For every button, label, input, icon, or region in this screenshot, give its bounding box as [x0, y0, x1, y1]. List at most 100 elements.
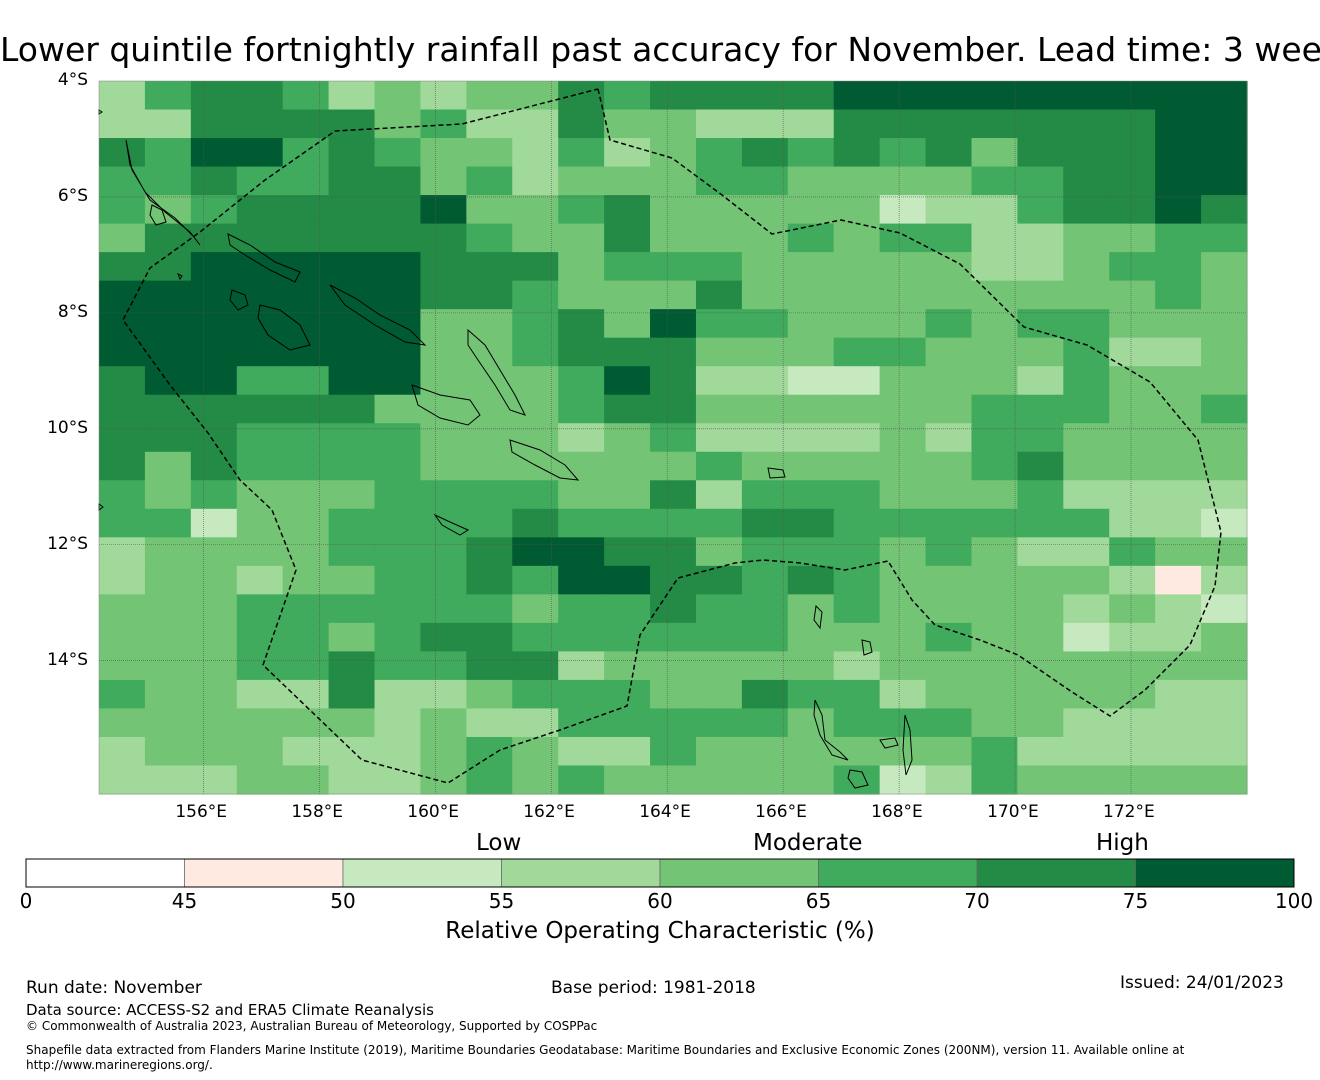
- grid-cell: [236, 765, 284, 795]
- grid-cell: [650, 252, 697, 282]
- grid-cell: [879, 679, 927, 710]
- grid-cell: [695, 81, 743, 111]
- grid-cell: [328, 337, 376, 367]
- grid-cell: [971, 81, 1018, 111]
- grid-cell: [1155, 394, 1202, 424]
- grid-cell: [466, 708, 513, 738]
- grid-cell: [741, 138, 789, 168]
- grid-cell: [144, 280, 192, 310]
- grid-cell: [558, 280, 605, 310]
- grid-cell: [741, 423, 789, 453]
- copyright: © Commonwealth of Australia 2023, Austra…: [26, 1019, 598, 1033]
- grid-cell: [1017, 394, 1064, 424]
- grid-cell: [971, 622, 1018, 652]
- grid-cell: [925, 708, 973, 738]
- grid-cell: [374, 166, 422, 196]
- island-outline: [229, 289, 249, 311]
- grid-cell: [282, 565, 330, 595]
- grid-cell: [604, 537, 651, 567]
- grid-cell: [374, 81, 422, 111]
- grid-cell: [604, 508, 651, 538]
- grid-cell: [787, 195, 835, 225]
- grid-cell: [695, 451, 743, 481]
- grid-cell: [604, 480, 651, 510]
- grid-cell: [144, 594, 192, 624]
- grid-cell: [328, 423, 376, 453]
- grid-cell: [420, 480, 467, 510]
- grid-cell: [99, 195, 146, 225]
- grid-cell: [1063, 594, 1110, 624]
- grid-cell: [879, 280, 927, 310]
- grid-cell: [833, 252, 881, 282]
- grid-cell: [925, 166, 973, 196]
- grid-cell: [650, 366, 697, 396]
- grid-cell: [466, 736, 513, 767]
- grid-cell: [144, 679, 192, 710]
- grid-cell: [1017, 622, 1064, 652]
- grid-cell: [328, 166, 376, 196]
- grid-cell: [374, 594, 422, 624]
- grid-cell: [741, 109, 789, 139]
- grid-cell: [1063, 280, 1110, 310]
- grid-cell: [558, 480, 605, 510]
- grid-cell: [787, 109, 835, 139]
- grid-cell: [1063, 109, 1110, 139]
- grid-cell: [650, 480, 697, 510]
- grid-cell: [1155, 309, 1202, 339]
- grid-cell: [1109, 679, 1156, 710]
- grid-cell: [512, 337, 559, 367]
- grid-cell: [833, 622, 881, 652]
- grid-cell: [971, 394, 1018, 424]
- base-period: Base period: 1981-2018: [551, 978, 756, 998]
- grid-cell: [190, 223, 238, 253]
- grid-cell: [1155, 223, 1202, 253]
- grid-cell: [695, 565, 743, 595]
- grid-cell: [99, 622, 146, 652]
- grid-cell: [190, 508, 238, 538]
- grid-cell: [99, 508, 146, 538]
- grid-cell: [374, 223, 422, 253]
- grid-cell: [879, 109, 927, 139]
- grid-cell: [695, 537, 743, 567]
- grid-cell: [1155, 508, 1202, 538]
- grid-cell: [1155, 138, 1202, 168]
- grid-cell: [512, 679, 559, 710]
- grid-cell: [374, 394, 422, 424]
- grid-cell: [282, 537, 330, 567]
- grid-cell: [1201, 252, 1248, 282]
- grid-cell: [741, 451, 789, 481]
- grid-cell: [558, 223, 605, 253]
- grid-cell: [787, 223, 835, 253]
- grid-cell: [741, 337, 789, 367]
- grid-cell: [420, 109, 467, 139]
- grid-cell: [558, 594, 605, 624]
- grid-cell: [144, 252, 192, 282]
- grid-cell: [1201, 679, 1248, 710]
- island-outline: [177, 272, 183, 281]
- grid-cell: [741, 651, 789, 681]
- grid-cell: [558, 138, 605, 168]
- grid-cell: [741, 480, 789, 510]
- grid-cell: [144, 765, 192, 795]
- grid-cell: [787, 708, 835, 738]
- grid-cell: [787, 81, 835, 111]
- colorbar-tick-label: 70: [964, 889, 990, 913]
- grid-cell: [1017, 765, 1064, 795]
- grid-cell: [512, 109, 559, 139]
- grid-cell: [650, 109, 697, 139]
- grid-cell: [695, 765, 743, 795]
- grid-cell: [328, 765, 376, 795]
- grid-cell: [971, 679, 1018, 710]
- grid-cell: [1109, 451, 1156, 481]
- grid-cell: [650, 565, 697, 595]
- grid-cell: [1017, 651, 1064, 681]
- grid-cell: [236, 537, 284, 567]
- grid-cell: [833, 81, 881, 111]
- grid-cell: [1109, 195, 1156, 225]
- grid-cell: [787, 622, 835, 652]
- grid-cell: [650, 195, 697, 225]
- grid-cell: [971, 166, 1018, 196]
- grid-cell: [466, 651, 513, 681]
- grid-cell: [787, 423, 835, 453]
- gridlines: [99, 81, 1247, 794]
